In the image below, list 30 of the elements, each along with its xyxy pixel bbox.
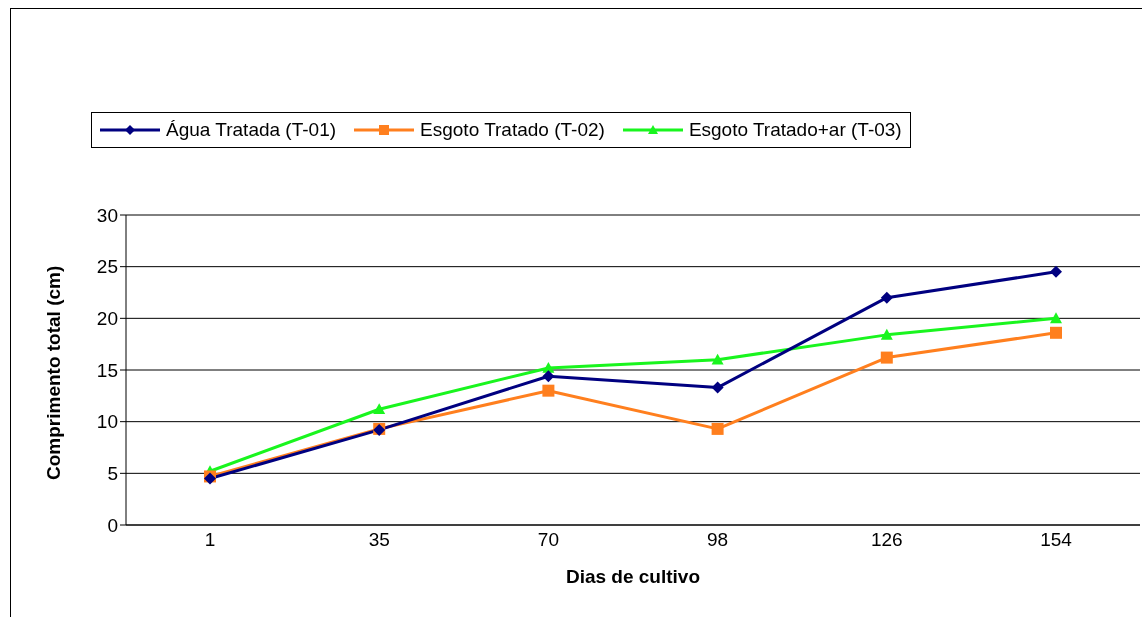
y-tick-label: 5 xyxy=(107,463,118,485)
x-axis-title: Dias de cultivo xyxy=(565,566,701,587)
y-tick-label: 25 xyxy=(96,256,118,278)
x-tick-label: 1 xyxy=(204,529,216,551)
y-tick-label: 30 xyxy=(96,204,118,226)
point xyxy=(373,403,386,415)
y-axis-title: Comprimento total (cm) xyxy=(42,265,64,480)
legend-label: Esgoto Tratado (T-02) xyxy=(420,119,605,141)
point xyxy=(1050,312,1062,324)
x-tick-label: 154 xyxy=(1040,529,1073,551)
point xyxy=(880,291,893,304)
y-tick-label: 0 xyxy=(107,514,118,536)
point xyxy=(711,353,724,365)
legend-label: Esgoto Tratado+ar (T-03) xyxy=(688,119,902,141)
point xyxy=(1050,265,1062,278)
x-tick-label: 35 xyxy=(368,529,390,551)
y-tick-label: 10 xyxy=(96,411,118,433)
point xyxy=(711,422,724,435)
x-tick-label: 70 xyxy=(537,529,559,551)
y-tick-label: 20 xyxy=(96,308,118,330)
point xyxy=(711,381,724,394)
point xyxy=(1050,326,1062,339)
point xyxy=(542,370,555,383)
point xyxy=(880,351,893,364)
point xyxy=(542,384,555,397)
point xyxy=(880,328,893,340)
x-tick-label: 98 xyxy=(707,529,729,551)
x-tick-label: 126 xyxy=(870,529,903,551)
legend-label: Água Tratada (T-01) xyxy=(166,119,337,141)
y-tick-label: 15 xyxy=(96,359,118,381)
